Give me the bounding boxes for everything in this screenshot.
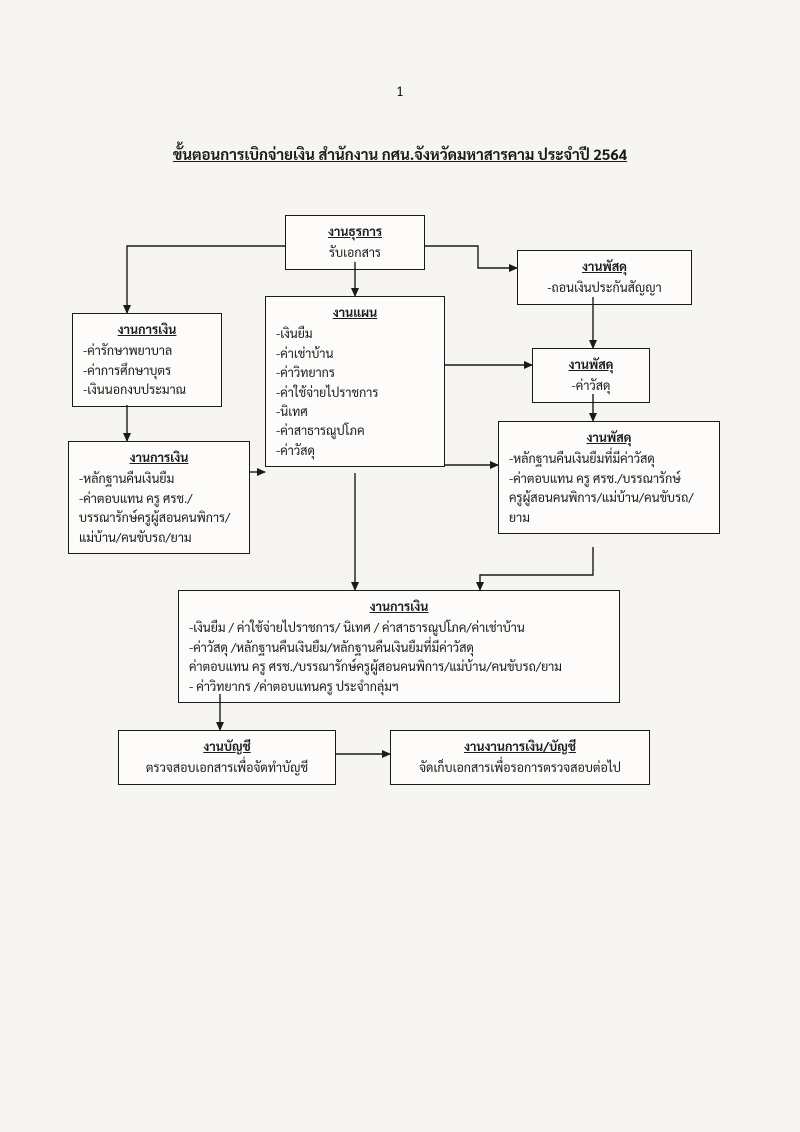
node-line: -ค่าวิทยากร [276, 363, 434, 382]
node-line: รับเอกสาร [296, 243, 414, 262]
node-title: งานการเงิน [83, 320, 211, 339]
document-title: ขั้นตอนการเบิกจ่ายเงิน สำนักงาน กศน.จังห… [173, 145, 627, 164]
node-line: บรรณารักษ์ครูผู้สอนคนพิการ/ [79, 508, 239, 527]
node-finance1: งานการเงิน -ค่ารักษาพยาบาล-ค่าการศึกษาบุต… [72, 313, 222, 407]
node-line: -ค่าวัสดุ [276, 441, 434, 460]
node-line: -ค่าเช่าบ้าน [276, 344, 434, 363]
node-title: งานแผน [276, 303, 434, 322]
node-line: -ค่าการศึกษาบุตร [83, 361, 211, 380]
node-finance2: งานการเงิน -หลักฐานคืนเงินยืม-ค่าตอบแทน ค… [68, 441, 250, 554]
node-line: -ค่ารักษาพยาบาล [83, 341, 211, 360]
node-line: -เงินยืม / ค่าใช้จ่ายไปราชการ/ นิเทศ / ค… [189, 618, 609, 637]
node-line: -ค่าวัสดุ [543, 376, 639, 395]
node-title: งานพัสดุ [509, 428, 709, 447]
node-title: งานการเงิน [79, 448, 239, 467]
node-line: -ค่าใช้จ่ายไปราชการ [276, 383, 434, 402]
node-plan: งานแผน-เงินยืม-ค่าเช่าบ้าน-ค่าวิทยากร-ค่… [265, 296, 445, 467]
node-line: -ถอนเงินประกันสัญญา [528, 278, 681, 297]
node-line: จัดเก็บเอกสารเพื่อรอการตรวจสอบต่อไป [401, 758, 639, 777]
node-line: ยาม [509, 508, 709, 527]
node-supply2: งานพัสดุ -ค่าวัสดุ [532, 348, 650, 403]
node-line: -หลักฐานคืนเงินยืมที่มีค่าวัสดุ [509, 449, 709, 468]
node-line: ตรวจสอบเอกสารเพื่อจัดทำบัญชี [129, 758, 325, 777]
node-finance_account: งานงานการเงิน/บัญชีจัดเก็บเอกสารเพื่อรอก… [390, 730, 650, 785]
node-business: งานธุรการรับเอกสาร [285, 215, 425, 270]
node-supply3: งานพัสดุ -หลักฐานคืนเงินยืมที่มีค่าวัสดุ-… [498, 421, 720, 534]
node-line: ครูผู้สอนคนพิการ/แม่บ้าน/คนขับรถ/ [509, 488, 709, 507]
node-supply1: งานพัสดุ -ถอนเงินประกันสัญญา [517, 250, 692, 305]
node-line: -ค่าตอบแทน ครู ศรช./ [79, 489, 239, 508]
node-line: -ค่าสาธารณูปโภค [276, 421, 434, 440]
node-title: งานธุรการ [296, 222, 414, 241]
edge-business-to-finance1 [127, 246, 285, 313]
node-line: -หลักฐานคืนเงินยืม [79, 469, 239, 488]
node-line: -นิเทศ [276, 402, 434, 421]
node-line: -เงินยืม [276, 324, 434, 343]
node-title: งานพัสดุ [543, 355, 639, 374]
node-account: งานบัญชีตรวจสอบเอกสารเพื่อจัดทำบัญชี [118, 730, 336, 785]
node-title: งานงานการเงิน/บัญชี [401, 737, 639, 756]
node-line: -ค่าตอบแทน ครู ศรช./บรรณารักษ์ [509, 469, 709, 488]
node-line: - ค่าวิทยากร /ค่าตอบแทนครู ประจำกลุ่มฯ [189, 677, 609, 696]
node-finance3: งานการเงิน -เงินยืม / ค่าใช้จ่ายไปราชการ/… [178, 590, 620, 703]
page-number: 1 [396, 82, 404, 100]
node-title: งานพัสดุ [528, 257, 681, 276]
node-line: -เงินนอกงบประมาณ [83, 380, 211, 399]
node-title: งานบัญชี [129, 737, 325, 756]
node-line: -ค่าวัสดุ /หลักฐานคืนเงินยืม/หลักฐานคืนเ… [189, 638, 609, 657]
edge-business-to-supply1 [425, 246, 517, 268]
node-line: แม่บ้าน/คนขับรถ/ยาม [79, 528, 239, 547]
node-line: ค่าตอบแทน ครู ศรช./บรรณารักษ์ครูผู้สอนคน… [189, 657, 609, 676]
node-title: งานการเงิน [189, 597, 609, 616]
edge-supply3-to-finance3 [480, 547, 593, 590]
flowchart-arrows [0, 0, 800, 1132]
